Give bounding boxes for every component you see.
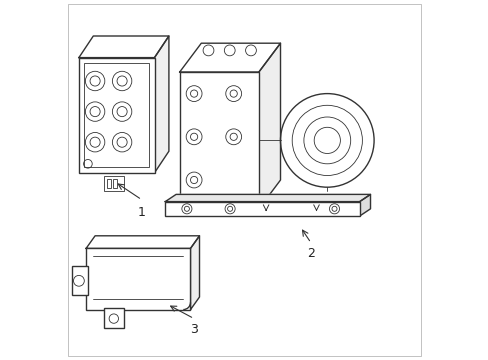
Text: 1: 1 bbox=[138, 206, 145, 219]
Text: 2: 2 bbox=[306, 247, 314, 260]
Bar bbox=[86, 248, 190, 310]
Polygon shape bbox=[179, 43, 280, 72]
Polygon shape bbox=[359, 194, 370, 216]
Bar bbox=[104, 176, 123, 191]
Bar bbox=[84, 63, 149, 167]
Polygon shape bbox=[258, 43, 280, 209]
Polygon shape bbox=[154, 36, 168, 173]
Bar bbox=[113, 179, 117, 188]
Text: 3: 3 bbox=[190, 323, 198, 336]
Polygon shape bbox=[86, 236, 199, 248]
Bar bbox=[165, 202, 359, 216]
Polygon shape bbox=[190, 236, 199, 310]
Bar bbox=[179, 72, 258, 209]
Bar bbox=[104, 308, 123, 328]
Bar bbox=[79, 58, 154, 173]
Polygon shape bbox=[79, 36, 168, 58]
Bar bbox=[107, 179, 111, 188]
Bar bbox=[72, 266, 88, 295]
Polygon shape bbox=[165, 194, 370, 202]
